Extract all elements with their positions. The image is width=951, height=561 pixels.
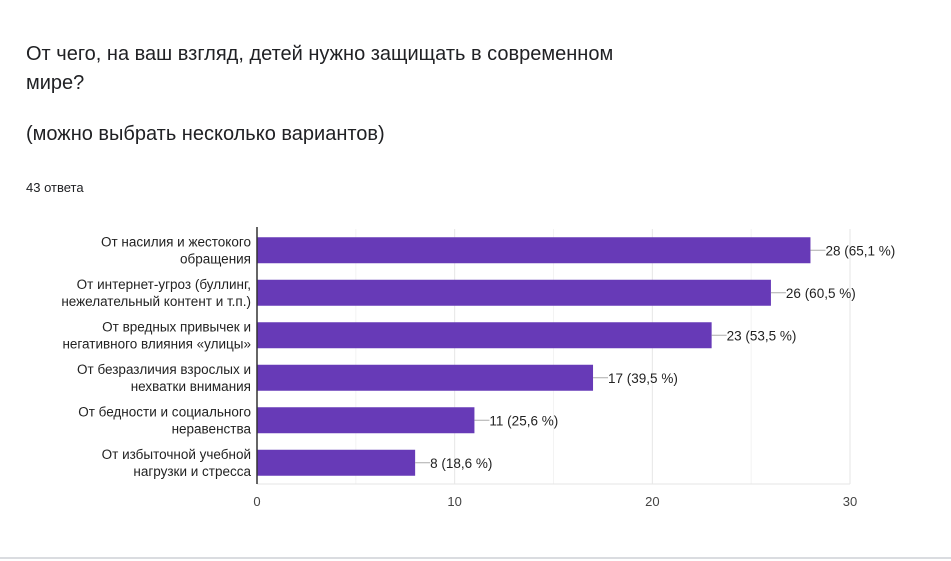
bar	[257, 449, 416, 476]
data-label: 11 (25,6 %)	[489, 413, 558, 428]
category-label: От безразличия взрослых и	[77, 362, 251, 377]
x-tick-label: 30	[843, 494, 857, 509]
category-label: От насилия и жестокого	[101, 234, 251, 249]
bar	[257, 279, 771, 306]
category-label: От интернет-угроз (буллинг,	[77, 277, 251, 292]
x-tick-label: 10	[447, 494, 461, 509]
category-label: нежелательный контент и т.п.)	[61, 294, 251, 309]
category-label: нагрузки и стресса	[133, 464, 251, 479]
data-label: 23 (53,5 %)	[727, 328, 797, 343]
category-label: нехватки внимания	[131, 379, 251, 394]
category-label: негативного влияния «улицы»	[62, 336, 251, 351]
question-subtitle: (можно выбрать несколько вариантов)	[26, 123, 385, 145]
category-label: От вредных привычек и	[102, 319, 251, 334]
data-label: 17 (39,5 %)	[608, 371, 678, 386]
data-label: 26 (60,5 %)	[786, 286, 856, 301]
data-label: 8 (18,6 %)	[430, 456, 492, 471]
bar	[257, 237, 811, 264]
response-count: 43 ответа	[26, 180, 84, 195]
category-label: От бедности и социального	[78, 404, 251, 419]
x-tick-label: 0	[253, 494, 260, 509]
bar	[257, 322, 712, 349]
data-label: 28 (65,1 %)	[825, 243, 895, 258]
question-title: От чего, на ваш взгляд, детей нужно защи…	[26, 43, 614, 94]
category-label: неравенства	[172, 421, 252, 436]
x-tick-label: 20	[645, 494, 659, 509]
category-label: обращения	[180, 251, 251, 266]
category-label: От избыточной учебной	[102, 447, 251, 462]
bar	[257, 407, 475, 434]
bar	[257, 364, 594, 391]
